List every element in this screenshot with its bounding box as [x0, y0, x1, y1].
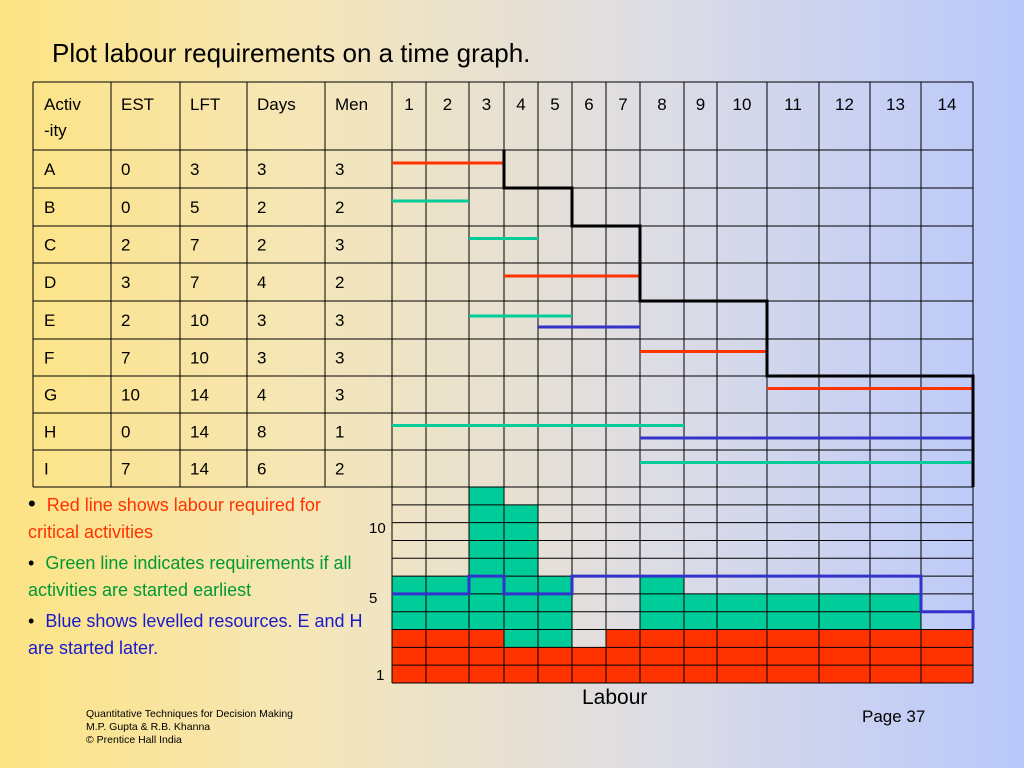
- bullet-dot: •: [28, 553, 35, 573]
- header-period-9: 9: [696, 95, 705, 114]
- cell-lft-B: 5: [190, 198, 199, 217]
- cell-est-D: 3: [121, 273, 130, 292]
- cell-days-G: 4: [257, 386, 266, 405]
- cell-men-D: 2: [335, 273, 344, 292]
- cell-est-G: 10: [121, 386, 140, 405]
- header-period-6: 6: [584, 95, 593, 114]
- cell-days-I: 6: [257, 460, 266, 479]
- footer-line-3: © Prentice Hall India: [86, 734, 182, 746]
- header-activity-line1: Activ: [44, 95, 81, 114]
- header-period-12: 12: [835, 95, 854, 114]
- red-bar-9: [684, 629, 717, 683]
- x-axis-label: Labour: [582, 686, 648, 709]
- bullet-dot: •: [28, 611, 35, 631]
- cell-activity-D: D: [44, 273, 56, 292]
- header-period-5: 5: [550, 95, 559, 114]
- red-bar-2: [426, 629, 469, 683]
- footer-line-2: M.P. Gupta & R.B. Khanna: [86, 721, 211, 733]
- slide-title: Plot labour requirements on a time graph…: [52, 38, 531, 68]
- cell-days-E: 3: [257, 311, 266, 330]
- cell-lft-E: 10: [190, 311, 209, 330]
- red-bar-1: [392, 629, 426, 683]
- cell-est-E: 2: [121, 311, 130, 330]
- red-bar-7: [606, 629, 640, 683]
- header-men: Men: [335, 95, 368, 114]
- bullet-green-text: Green line indicates requirements if all…: [28, 553, 352, 600]
- cell-lft-H: 14: [190, 423, 209, 442]
- header-period-2: 2: [443, 95, 452, 114]
- header-period-3: 3: [482, 95, 491, 114]
- cell-est-F: 7: [121, 349, 130, 368]
- y-tick-1: 1: [376, 667, 385, 684]
- cell-activity-F: F: [44, 349, 54, 368]
- cell-men-H: 1: [335, 423, 344, 442]
- cell-lft-G: 14: [190, 386, 209, 405]
- cell-men-F: 3: [335, 349, 344, 368]
- critical-path-staircase: [502, 150, 975, 487]
- bullet-blue-text: Blue shows levelled resources. E and H a…: [28, 611, 363, 658]
- header-period-1: 1: [404, 95, 413, 114]
- cell-est-A: 0: [121, 160, 130, 179]
- red-bar-3: [469, 629, 504, 683]
- bullet-blue: • Blue shows levelled resources. E and H…: [28, 608, 373, 662]
- header-period-7: 7: [618, 95, 627, 114]
- cell-lft-C: 7: [190, 236, 199, 255]
- red-bar-14: [921, 629, 973, 683]
- cell-men-A: 3: [335, 160, 344, 179]
- cell-men-B: 2: [335, 198, 344, 217]
- page-number: Page 37: [862, 707, 926, 726]
- cell-lft-A: 3: [190, 160, 199, 179]
- red-bar-10: [717, 629, 767, 683]
- footer: Quantitative Techniques for Decision Mak…: [86, 708, 293, 747]
- red-bar-8: [640, 629, 684, 683]
- red-bar-12: [819, 629, 870, 683]
- cell-men-I: 2: [335, 460, 344, 479]
- blue-levelled-profile: [392, 574, 975, 630]
- bullet-red: • Red line shows labour required for cri…: [28, 490, 373, 546]
- bullet-green: • Green line indicates requirements if a…: [28, 550, 373, 604]
- cell-days-A: 3: [257, 160, 266, 179]
- header-period-10: 10: [733, 95, 752, 114]
- cell-days-F: 3: [257, 349, 266, 368]
- cell-activity-G: G: [44, 386, 57, 405]
- cell-days-B: 2: [257, 198, 266, 217]
- cell-activity-C: C: [44, 236, 56, 255]
- cell-lft-D: 7: [190, 273, 199, 292]
- cell-est-I: 7: [121, 460, 130, 479]
- cell-days-C: 2: [257, 236, 266, 255]
- bullet-red-text: Red line shows labour required for criti…: [28, 495, 321, 542]
- cell-est-C: 2: [121, 236, 130, 255]
- header-activity-line2: -ity: [44, 121, 67, 140]
- header-period-4: 4: [516, 95, 525, 114]
- cell-est-B: 0: [121, 198, 130, 217]
- cell-activity-B: B: [44, 198, 55, 217]
- header-lft: LFT: [190, 95, 220, 114]
- y-tick-5: 5: [369, 590, 378, 607]
- bullet-dot: •: [28, 491, 36, 516]
- legend-bullets: • Red line shows labour required for cri…: [28, 490, 373, 664]
- cell-activity-A: A: [44, 160, 56, 179]
- cell-activity-E: E: [44, 311, 55, 330]
- red-bar-11: [767, 629, 819, 683]
- red-bar-13: [870, 629, 921, 683]
- cell-men-C: 3: [335, 236, 344, 255]
- header-period-11: 11: [784, 95, 802, 114]
- header-period-13: 13: [886, 95, 905, 114]
- cell-lft-F: 10: [190, 349, 209, 368]
- cell-activity-H: H: [44, 423, 56, 442]
- header-days: Days: [257, 95, 296, 114]
- header-period-14: 14: [938, 95, 957, 114]
- cell-days-H: 8: [257, 423, 266, 442]
- cell-men-E: 3: [335, 311, 344, 330]
- footer-line-1: Quantitative Techniques for Decision Mak…: [86, 708, 294, 720]
- header-est: EST: [121, 95, 154, 114]
- cell-est-H: 0: [121, 423, 130, 442]
- y-tick-10: 10: [369, 520, 386, 537]
- cell-lft-I: 14: [190, 460, 209, 479]
- cell-activity-I: I: [44, 460, 49, 479]
- cell-men-G: 3: [335, 386, 344, 405]
- header-period-8: 8: [657, 95, 666, 114]
- cell-days-D: 4: [257, 273, 266, 292]
